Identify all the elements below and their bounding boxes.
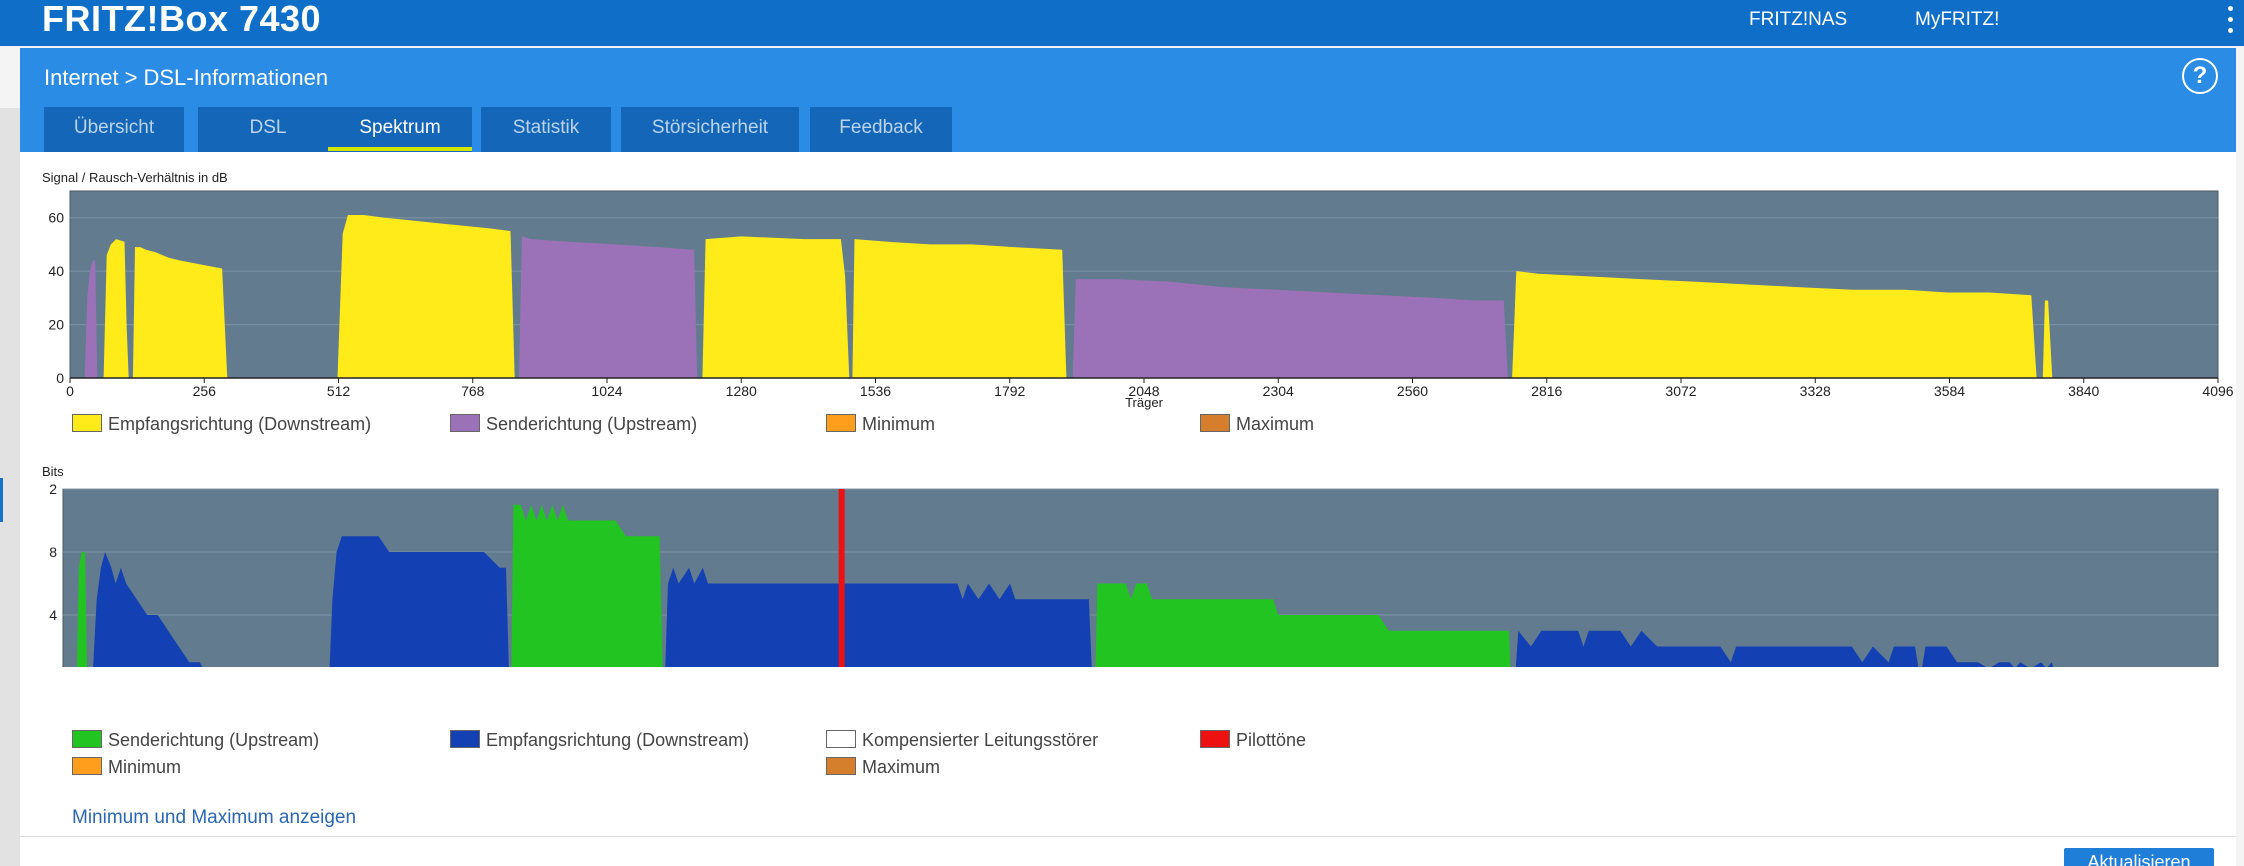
series-area — [702, 236, 1067, 378]
legend-label: Maximum — [862, 757, 941, 777]
x-tick-label: 2560 — [1397, 383, 1428, 399]
series-area — [1515, 630, 2054, 667]
series-area — [511, 504, 663, 667]
breadcrumb-current: DSL-Informationen — [143, 65, 329, 90]
legend-label: Minimum — [862, 414, 936, 434]
page-header: Internet > DSL-Informationen ? Übersicht D… — [20, 48, 2236, 152]
x-tick-label: 1792 — [994, 383, 1025, 399]
tab-uebersicht[interactable]: Übersicht — [44, 107, 184, 152]
legend-label: Pilottöne — [1236, 730, 1307, 750]
tab-spektrum[interactable]: Spektrum — [328, 107, 472, 152]
x-tick-label: 3328 — [1800, 383, 1831, 399]
series-area — [1512, 271, 2053, 378]
x-tick-label: 256 — [193, 383, 217, 399]
y-tick-label: 8 — [49, 544, 57, 560]
legend-snr-maximum: Maximum — [1200, 414, 1314, 435]
legend-bits-pilot: Pilottöne — [1200, 730, 1306, 751]
x-tick-label: 1280 — [726, 383, 757, 399]
nav-link-fritznas[interactable]: FRITZ!NAS — [1749, 9, 1848, 30]
legend-bits-upstream: Senderichtung (Upstream) — [72, 730, 319, 751]
refresh-button[interactable]: Aktualisieren — [2064, 848, 2214, 866]
scroll-indicator[interactable] — [0, 478, 3, 522]
x-tick-label: 4096 — [2202, 383, 2233, 399]
breadcrumb-separator: > — [124, 65, 138, 90]
x-tick-label: 2304 — [1263, 383, 1294, 399]
x-tick-label: 1024 — [591, 383, 622, 399]
x-tick-label: 3840 — [2068, 383, 2099, 399]
product-logo[interactable]: FRITZ!Box 7430 — [42, 0, 322, 39]
x-tick-label: 2816 — [1531, 383, 1562, 399]
show-min-max-link[interactable]: Minimum und Maximum anzeigen — [72, 807, 357, 828]
x-tick-label: 3072 — [1665, 383, 1696, 399]
legend-label: Kompensierter Leitungsstörer — [862, 730, 1099, 750]
breadcrumb-parent[interactable]: Internet — [44, 65, 119, 90]
y-tick-label: 60 — [48, 210, 64, 226]
legend-bits-maximum: Maximum — [826, 757, 940, 778]
legend-label: Empfangsrichtung (Downstream) — [486, 730, 750, 750]
left-navigation-strip — [0, 108, 20, 866]
legend-swatch — [826, 414, 856, 432]
x-tick-label: 2048 — [1128, 383, 1159, 399]
x-tick-label: 768 — [461, 383, 485, 399]
legend-swatch — [1200, 730, 1230, 748]
legend-swatch — [826, 757, 856, 775]
y-tick-label: 2 — [49, 481, 57, 497]
legend-bits-downstream: Empfangsrichtung (Downstream) — [450, 730, 749, 751]
x-tick-label: 1536 — [860, 383, 891, 399]
pilot-tone-marker — [838, 489, 845, 667]
legend-swatch — [450, 730, 480, 748]
series-area — [1072, 279, 1508, 378]
tab-feedback[interactable]: Feedback — [810, 107, 952, 152]
legend-label: Senderichtung (Upstream) — [108, 730, 320, 750]
help-icon[interactable]: ? — [2182, 58, 2218, 94]
legend-label: Minimum — [108, 757, 182, 777]
series-area — [84, 260, 98, 378]
series-area — [329, 536, 509, 667]
tab-statistik[interactable]: Statistik — [481, 107, 611, 152]
legend-label: Maximum — [1236, 414, 1315, 434]
legend-bits-compensated: Kompensierter Leitungsstörer — [826, 730, 1098, 751]
x-tick-label: 0 — [66, 383, 74, 399]
y-tick-label: 0 — [56, 370, 64, 386]
series-area — [93, 552, 203, 667]
tab-stoersicherheit[interactable]: Störsicherheit — [621, 107, 799, 152]
series-area — [103, 239, 228, 378]
x-axis-label: Träger — [1125, 395, 1163, 410]
x-tick-label: 512 — [327, 383, 351, 399]
x-tick-label: 3584 — [1934, 383, 1965, 399]
snr-chart-title: Signal / Rausch-Verhältnis in dB — [42, 170, 228, 185]
legend-label: Senderichtung (Upstream) — [486, 414, 698, 434]
bits-chart: 0482025651276810241280153617922048230425… — [49, 481, 2219, 667]
legend-snr-downstream: Empfangsrichtung (Downstream) — [72, 414, 371, 435]
legend-swatch — [72, 730, 102, 748]
series-area — [518, 236, 698, 378]
series-area — [665, 567, 1092, 667]
breadcrumb: Internet > DSL-Informationen — [44, 65, 328, 91]
legend-swatch — [450, 414, 480, 432]
series-area — [76, 552, 88, 667]
legend-swatch — [826, 730, 856, 748]
top-bar: FRITZ!Box 7430 FRITZ!NAS MyFRITZ! — [0, 0, 2244, 46]
tab-dsl[interactable]: DSL — [198, 107, 338, 152]
y-tick-label: 4 — [49, 607, 57, 623]
series-area — [337, 215, 515, 378]
legend-swatch — [72, 757, 102, 775]
spectrum-content: Signal / Rausch-Verhältnis in dB 0 20 40 60… — [20, 152, 2236, 866]
y-tick-label: 20 — [48, 317, 64, 333]
legend-label: Empfangsrichtung (Downstream) — [108, 414, 372, 434]
legend-bits-minimum: Minimum — [72, 757, 181, 778]
legend-swatch — [72, 414, 102, 432]
legend-snr-upstream: Senderichtung (Upstream) — [450, 414, 697, 435]
footer-divider — [20, 836, 2236, 837]
nav-link-myfritz[interactable]: MyFRITZ! — [1915, 9, 2000, 30]
vertical-dots-icon[interactable] — [2228, 6, 2234, 38]
y-tick-label: 40 — [48, 263, 64, 279]
legend-swatch — [1200, 414, 1230, 432]
legend-snr-minimum: Minimum — [826, 414, 935, 435]
series-area — [1095, 583, 1511, 667]
bits-chart-title: Bits — [42, 464, 64, 479]
snr-chart: 0 20 40 60 0 256 512 768 1024 1280 1536 1792 2048 230… — [48, 190, 2234, 410]
